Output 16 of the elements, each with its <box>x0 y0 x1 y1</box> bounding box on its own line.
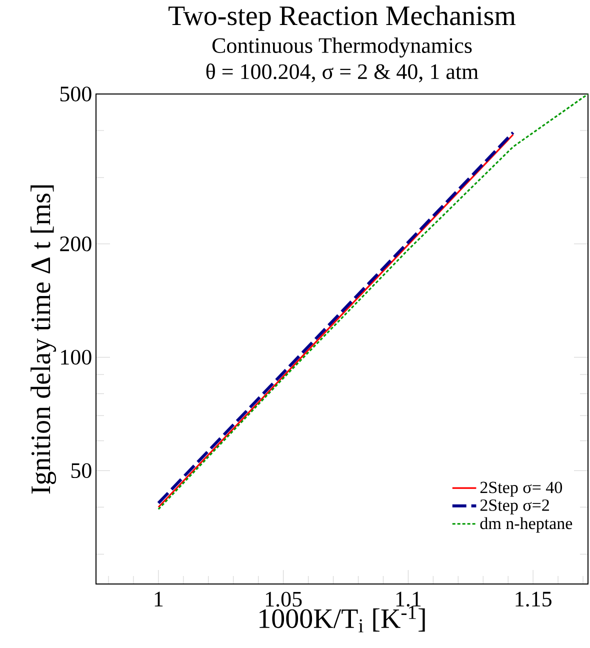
y-tick-label: 100 <box>61 350 92 365</box>
y-tick-label: 200 <box>60 236 92 252</box>
y-axis-title: Ignition delay time Δ t [ms] <box>30 185 56 494</box>
chart-title: Two-step Reaction Mechanism <box>168 6 516 31</box>
legend-label: dm n-heptane <box>480 517 572 533</box>
x-axis-title: 1000K/T$_{i}$ [K$^{-1}$] <box>260 606 425 632</box>
text: θ = 100.204, σ = 2 & 40, 1 atm <box>206 64 478 82</box>
y-tick-label: 50 <box>71 463 92 478</box>
chart-subtitle: Continuous Thermodynamics <box>212 38 472 58</box>
legend-label: 2Step σ= 40 <box>480 482 562 497</box>
x-tick-label: 1.15 <box>516 592 552 607</box>
x-tick-label: 1.1 <box>396 592 421 607</box>
x-tick-label: 1.05 <box>266 592 302 607</box>
y-tick-label: 500 <box>60 86 92 102</box>
x-tick-label: 1 <box>154 592 163 606</box>
legend-label: 2Step σ=2 <box>480 499 549 514</box>
